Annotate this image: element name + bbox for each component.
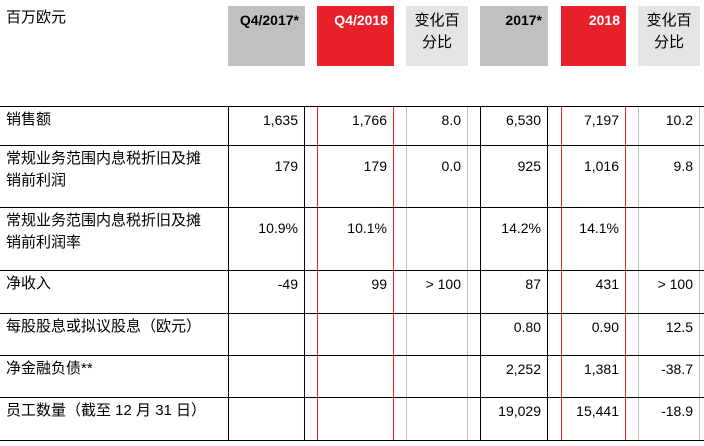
cell-value: 10.1% (347, 220, 387, 236)
cell-value: 12.5 (665, 319, 693, 335)
row-divider (0, 355, 704, 356)
row-label: 净收入 (6, 275, 52, 292)
cell-value: 6,530 (505, 112, 541, 128)
column-header-3: 2017* (480, 6, 548, 66)
column-header-0: Q4/2017* (228, 6, 305, 66)
cell-value: 431 (595, 276, 619, 292)
cell-value: 10.2 (665, 112, 693, 128)
row-label: 员工数量（截至 12 月 31 日） (6, 402, 207, 419)
cell-value: 1,766 (351, 112, 387, 128)
cell-value: > 100 (657, 276, 693, 292)
cell-value: -49 (277, 276, 298, 292)
row-label: 每股股息或拟议股息（欧元） (6, 318, 202, 335)
cell-value: 7,197 (583, 112, 619, 128)
column-header-2: 变化百 分比 (406, 6, 468, 66)
cell-value: 0.80 (513, 319, 541, 335)
column-header-text: 变化百 分比 (414, 12, 460, 51)
cell-value: 87 (525, 276, 541, 292)
cell-value: 15,441 (576, 403, 619, 419)
cell-value: 9.8 (673, 158, 693, 174)
cell-value: 1,635 (262, 112, 298, 128)
row-label: 常规业务范围内息税折旧及摊 销前利润 (6, 150, 202, 189)
cell-value: 179 (274, 158, 298, 174)
cell-value: 925 (517, 158, 541, 174)
cell-value: 8.0 (441, 112, 461, 128)
cell-value: 1,016 (583, 158, 619, 174)
column-body-3 (480, 106, 548, 441)
cell-value: > 100 (425, 276, 461, 292)
row-divider (0, 397, 704, 398)
cell-value: 19,029 (498, 403, 541, 419)
column-header-text: 2017* (505, 12, 542, 28)
column-header-1: Q4/2018 (317, 6, 394, 66)
column-header-4: 2018 (561, 6, 626, 66)
row-divider (0, 106, 704, 107)
column-header-text: Q4/2018 (334, 12, 388, 28)
cell-value: 14.1% (579, 220, 619, 236)
column-body-0 (228, 106, 305, 441)
cell-value: 179 (363, 158, 387, 174)
column-header-5: 变化百 分比 (638, 6, 700, 66)
row-divider (0, 313, 704, 314)
cell-value: 14.2% (501, 220, 541, 236)
column-body-5 (638, 106, 700, 441)
cell-value: 0.90 (591, 319, 619, 335)
row-label: 净金融负债** (6, 360, 93, 377)
cell-value: 2,252 (505, 361, 541, 377)
cell-value: 1,381 (583, 361, 619, 377)
column-header-text: 变化百 分比 (646, 12, 692, 51)
column-header-text: Q4/2017* (239, 12, 299, 28)
column-body-2 (406, 106, 468, 441)
row-divider (0, 145, 704, 146)
cell-value: 0.0 (441, 158, 461, 174)
cell-value: -18.9 (661, 403, 693, 419)
row-divider (0, 270, 704, 271)
row-label: 常规业务范围内息税折旧及摊 销前利润率 (6, 212, 202, 251)
unit-label: 百万欧元 (6, 9, 67, 26)
row-divider (0, 440, 704, 441)
column-header-text: 2018 (588, 12, 620, 28)
cell-value: 10.9% (258, 220, 298, 236)
cell-value: 99 (371, 276, 387, 292)
row-label: 销售额 (6, 111, 52, 128)
cell-value: -38.7 (661, 361, 693, 377)
row-divider (0, 207, 704, 208)
